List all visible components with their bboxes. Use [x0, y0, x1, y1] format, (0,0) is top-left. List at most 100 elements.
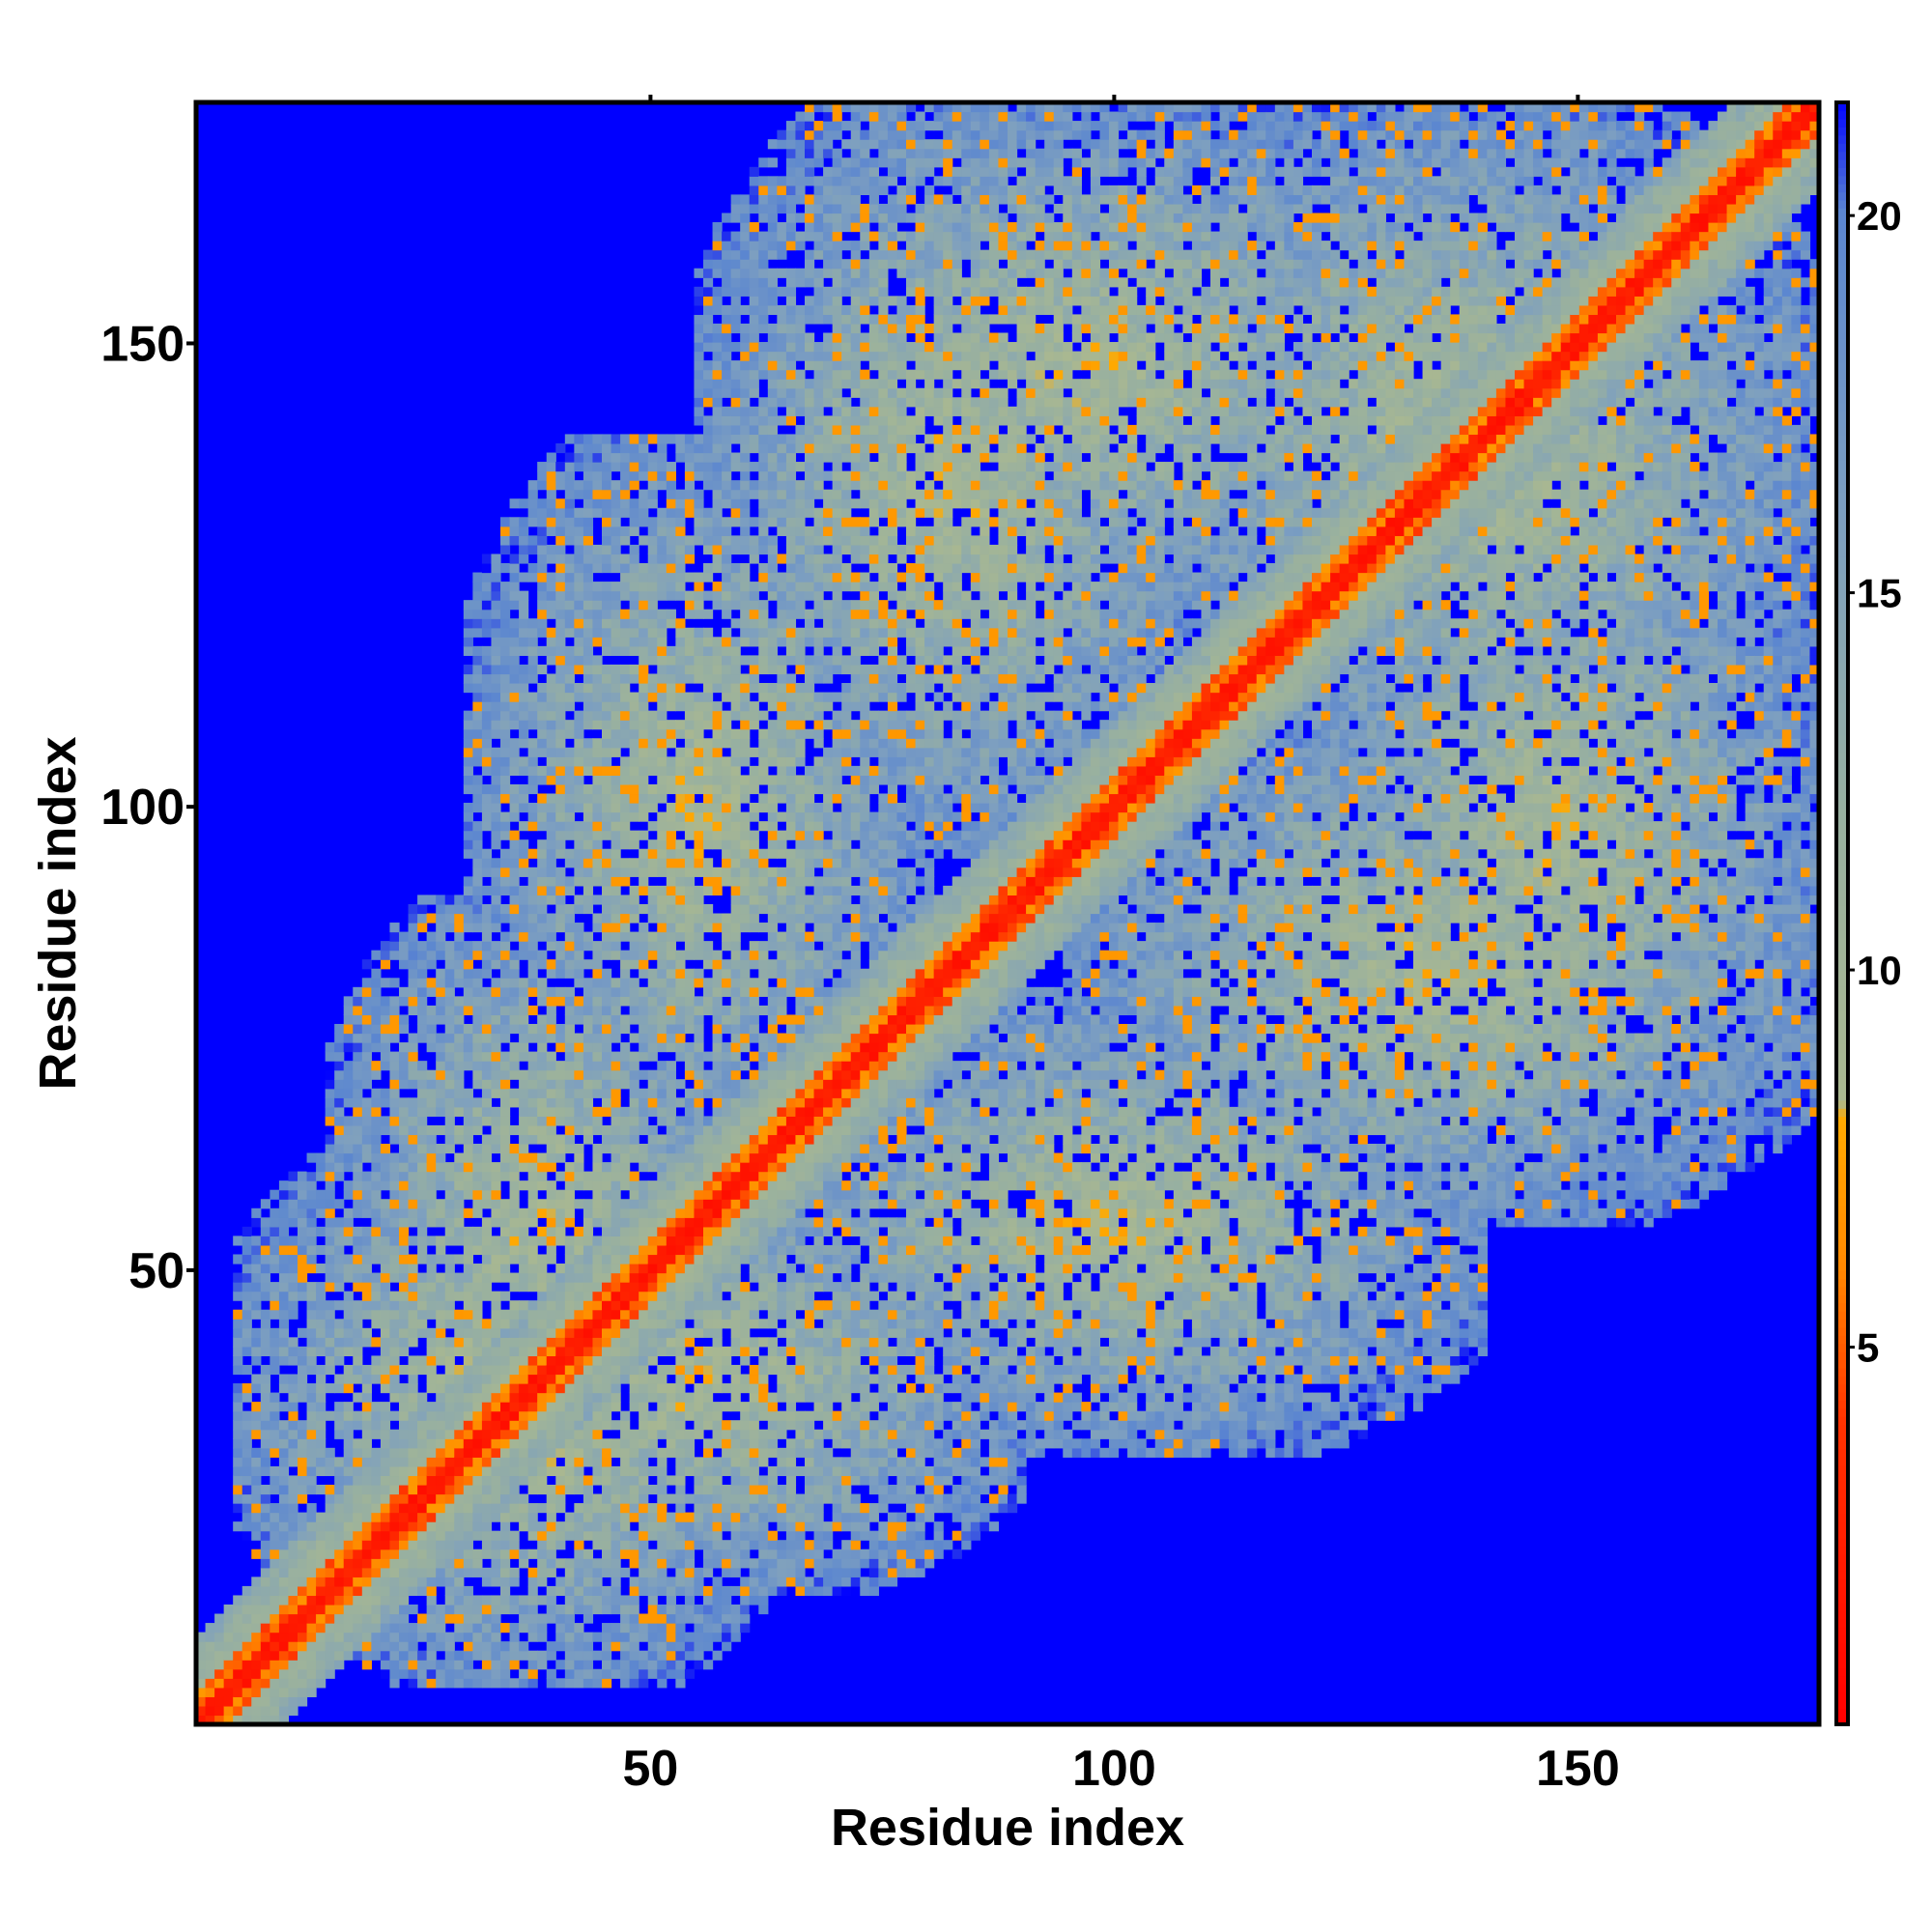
heatmap-cell — [666, 655, 676, 666]
heatmap-cell — [353, 1503, 363, 1514]
heatmap-cell — [361, 1604, 372, 1615]
heatmap-cell — [602, 1668, 612, 1679]
heatmap-cell — [620, 701, 631, 712]
heatmap-cell — [491, 876, 501, 887]
heatmap-cell — [463, 673, 473, 684]
heatmap-cell — [703, 1143, 714, 1154]
heatmap-cell — [666, 618, 676, 629]
heatmap-cell — [546, 1613, 556, 1624]
heatmap-cell — [361, 1420, 372, 1431]
heatmap-cell — [582, 1272, 594, 1283]
heatmap-cell — [647, 1180, 658, 1191]
heatmap-cell — [582, 1660, 594, 1670]
heatmap-cell — [519, 821, 529, 832]
heatmap-cell — [408, 1005, 418, 1016]
heatmap-cell — [675, 655, 686, 666]
heatmap-cell — [694, 415, 704, 426]
heatmap-cell — [316, 1668, 327, 1679]
heatmap-cell — [408, 1678, 418, 1689]
heatmap-cell — [399, 1337, 410, 1348]
heatmap-cell — [491, 1540, 501, 1550]
heatmap-cell — [463, 1558, 473, 1569]
heatmap-cell — [712, 1577, 723, 1587]
heatmap-cell — [546, 1097, 556, 1108]
heatmap-cell — [491, 1355, 501, 1366]
heatmap-cell — [684, 1438, 696, 1449]
heatmap-cell — [251, 1548, 262, 1559]
heatmap-cell — [444, 978, 455, 988]
heatmap-cell — [426, 1023, 437, 1035]
heatmap-cell — [574, 1484, 584, 1495]
heatmap-cell — [527, 1116, 538, 1126]
heatmap-cell — [481, 1272, 493, 1283]
heatmap-cell — [657, 1217, 668, 1228]
heatmap-cell — [288, 1530, 298, 1541]
heatmap-cell — [509, 1410, 520, 1421]
heatmap-cell — [233, 1364, 243, 1376]
heatmap-cell — [620, 1660, 631, 1670]
heatmap-cell — [491, 590, 501, 601]
heatmap-cell — [657, 645, 668, 656]
heatmap-cell — [564, 959, 575, 970]
heatmap-cell — [380, 1374, 391, 1384]
heatmap-cell — [555, 590, 566, 601]
heatmap-cell — [574, 1429, 584, 1439]
heatmap-cell — [444, 1162, 455, 1173]
heatmap-cell — [657, 526, 668, 536]
heatmap-cell — [288, 1687, 298, 1697]
heatmap-cell — [574, 683, 584, 694]
heatmap-cell — [694, 1282, 704, 1293]
heatmap-cell — [463, 1264, 473, 1274]
heatmap-cell — [454, 1447, 465, 1458]
heatmap-cell — [343, 1180, 354, 1191]
heatmap-cell — [620, 775, 631, 785]
heatmap-cell — [426, 1005, 437, 1016]
heatmap-cell — [592, 1383, 603, 1394]
heatmap-cell — [712, 1540, 723, 1550]
heatmap-cell — [472, 1061, 483, 1071]
heatmap-cell — [361, 1300, 372, 1311]
heatmap-cell — [639, 1124, 649, 1136]
heatmap-cell — [574, 517, 584, 527]
heatmap-cell — [527, 544, 538, 555]
heatmap-cell — [353, 1088, 363, 1098]
heatmap-cell — [647, 517, 658, 527]
heatmap-cell — [491, 1530, 501, 1541]
heatmap-cell — [546, 1374, 556, 1384]
heatmap-cell — [546, 1503, 556, 1514]
heatmap-cell — [555, 968, 566, 979]
heatmap-cell — [500, 1226, 511, 1236]
heatmap-cell — [491, 858, 501, 868]
heatmap-cell — [408, 1282, 418, 1293]
heatmap-cell — [592, 867, 603, 877]
heatmap-cell — [582, 959, 594, 970]
heatmap-cell — [500, 664, 511, 675]
heatmap-cell — [298, 1668, 308, 1679]
heatmap-cell — [472, 1548, 483, 1559]
heatmap-cell — [509, 978, 520, 988]
heatmap-cell — [233, 1337, 243, 1348]
heatmap-cell — [519, 1152, 529, 1163]
heatmap-cell — [684, 1457, 696, 1467]
heatmap-cell — [657, 590, 668, 601]
heatmap-cell — [491, 1244, 501, 1256]
heatmap-cell — [555, 701, 566, 712]
heatmap-cell — [408, 1291, 418, 1301]
heatmap-cell — [306, 1558, 317, 1569]
heatmap-cell — [509, 803, 520, 813]
heatmap-cell — [647, 903, 658, 915]
heatmap-cell — [408, 1503, 418, 1514]
heatmap-cell — [546, 673, 556, 684]
heatmap-cell — [361, 1641, 372, 1652]
heatmap-cell — [426, 1410, 437, 1421]
heatmap-cell — [196, 1687, 207, 1697]
heatmap-cell — [288, 1300, 298, 1311]
heatmap-cell — [361, 1577, 372, 1587]
heatmap-cell — [555, 793, 566, 804]
heatmap-cell — [214, 1696, 225, 1707]
heatmap-cell — [555, 1033, 566, 1043]
heatmap-cell — [399, 959, 410, 970]
heatmap-cell — [472, 1558, 483, 1569]
heatmap-cell — [491, 618, 501, 629]
heatmap-cell — [620, 931, 631, 942]
